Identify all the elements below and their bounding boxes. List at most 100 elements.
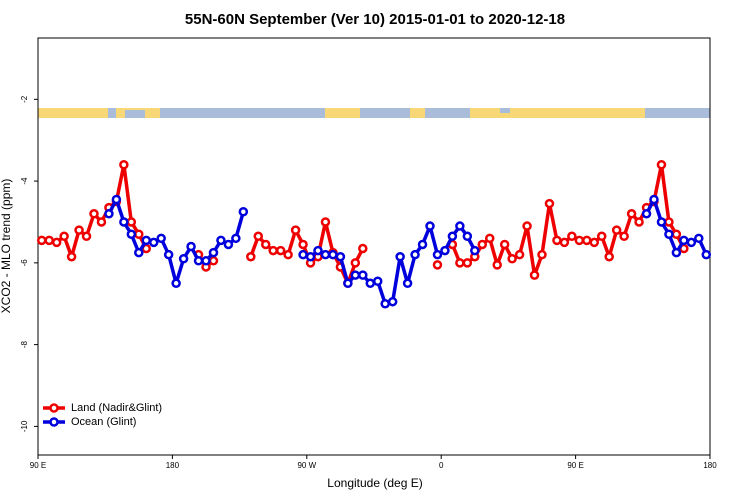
data-point: [552, 235, 562, 246]
data-point: [290, 225, 301, 235]
data-point: [470, 245, 480, 256]
data-point: [193, 256, 204, 266]
data-point: [596, 231, 607, 242]
data-point: [462, 258, 473, 268]
data-point: [492, 260, 502, 270]
data-point: [671, 229, 682, 239]
data-point: [686, 237, 697, 248]
data-point: [380, 298, 390, 309]
data-point: [328, 249, 338, 260]
data-point: [574, 235, 585, 246]
data-point: [455, 258, 465, 268]
data-point: [447, 231, 458, 242]
legend-label: Land (Nadir&Glint): [71, 402, 162, 414]
data-point: [320, 249, 331, 260]
data-point: [656, 159, 667, 170]
data-point: [350, 270, 361, 280]
y-tick-label: -10: [20, 420, 29, 432]
plot-frame: [37, 37, 711, 456]
data-point: [462, 231, 473, 242]
data-point: [126, 217, 137, 227]
data-point: [178, 254, 189, 264]
data-point: [410, 249, 420, 260]
data-point: [335, 251, 346, 262]
data-point: [208, 247, 219, 258]
data-point: [611, 225, 622, 235]
data-point: [350, 258, 361, 268]
data-point: [656, 217, 667, 227]
data-point: [402, 278, 413, 289]
data-point: [358, 243, 368, 254]
data-point: [484, 233, 495, 244]
data-point: [537, 249, 547, 260]
data-point: [365, 278, 376, 289]
data-point: [305, 251, 316, 262]
x-tick-label: 180: [703, 461, 717, 470]
data-point: [664, 217, 674, 227]
data-point: [343, 278, 353, 289]
data-point: [432, 249, 443, 260]
data-point: [395, 251, 405, 262]
x-axis-label: Longitude (deg E): [327, 476, 422, 490]
data-point: [36, 235, 47, 246]
x-tick-label: 90 E: [30, 461, 46, 470]
data-point: [216, 235, 226, 246]
data-point: [59, 231, 69, 242]
map-strip: [38, 108, 710, 118]
data-point: [231, 233, 241, 244]
data-point: [119, 217, 129, 227]
data-point: [275, 245, 286, 256]
data-point: [156, 233, 166, 244]
data-point: [455, 221, 465, 231]
data-point: [671, 247, 682, 258]
x-tick-label: 180: [166, 461, 180, 470]
data-point: [679, 235, 689, 246]
data-point: [298, 239, 308, 250]
data-point: [148, 237, 159, 248]
data-point: [522, 221, 532, 231]
data-point: [134, 247, 144, 258]
data-point: [701, 249, 712, 260]
data-point: [559, 237, 570, 248]
data-point: [104, 209, 114, 219]
data-point: [44, 235, 54, 246]
data-point: [432, 260, 443, 270]
data-point: [298, 249, 308, 260]
data-point: [320, 217, 331, 227]
data-point: [111, 194, 122, 205]
data-point: [96, 217, 107, 227]
data-point: [186, 241, 196, 252]
data-point: [141, 235, 152, 246]
x-tick-label: 0: [439, 461, 444, 470]
data-point: [589, 237, 600, 248]
data-point: [604, 251, 614, 262]
data-point: [664, 229, 674, 239]
data-point: [477, 239, 488, 250]
data-point: [51, 237, 62, 248]
data-point: [417, 239, 428, 250]
data-point: [74, 225, 84, 235]
y-tick-label: -8: [20, 341, 29, 349]
data-point: [544, 198, 555, 209]
data-point: [641, 209, 652, 219]
data-point: [582, 235, 592, 246]
data-point: [238, 207, 249, 217]
data-point: [529, 270, 540, 280]
data-point: [208, 256, 219, 266]
data-point: [260, 239, 271, 250]
data-point: [201, 256, 211, 266]
data-point: [223, 239, 234, 250]
data-point: [126, 229, 137, 239]
data-point: [499, 239, 510, 250]
legend-marker: [49, 403, 59, 413]
data-point: [81, 231, 92, 242]
data-point: [626, 209, 637, 219]
x-tick-label: 90 E: [567, 461, 583, 470]
data-point: [694, 233, 704, 244]
data-point: [387, 296, 398, 307]
data-point: [567, 231, 577, 242]
chart-title: 55N-60N September (Ver 10) 2015-01-01 to…: [185, 11, 565, 28]
data-point: [649, 194, 659, 205]
series-line: [41, 162, 686, 286]
